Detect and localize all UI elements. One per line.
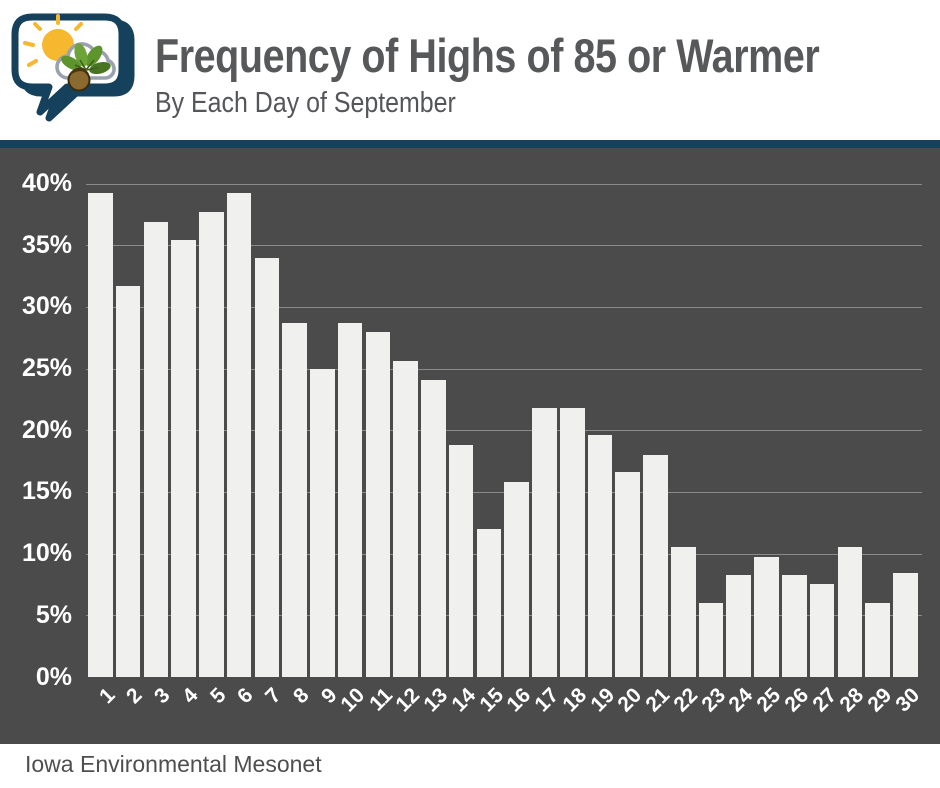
gridline-40%	[86, 183, 922, 185]
x-tick-label-5: 5	[205, 683, 231, 709]
gridline-15%	[86, 491, 922, 493]
page-subtitle: By Each Day of September	[155, 87, 456, 119]
bar-day-30	[893, 573, 918, 677]
bar-day-23	[698, 602, 724, 677]
leaf-icon	[61, 43, 111, 75]
bar-day-5	[199, 211, 224, 677]
sun-icon	[23, 14, 83, 67]
x-tick-label-8: 8	[288, 683, 314, 709]
bar-day-18	[559, 408, 585, 677]
bar-day-9	[310, 368, 335, 677]
source-attribution: Iowa Environmental Mesonet	[25, 751, 322, 777]
x-tick-label-7: 7	[261, 683, 286, 709]
bar-day-29	[865, 602, 890, 677]
bar-day-20	[615, 472, 641, 677]
page-title: Frequency of Highs of 85 or Warmer	[155, 29, 820, 82]
iem-logo	[11, 13, 135, 122]
y-tick-label-40%: 40%	[21, 169, 72, 198]
y-tick-label-0%: 0%	[35, 662, 72, 691]
bar-day-1	[88, 193, 113, 677]
bar-day-21	[643, 454, 668, 677]
x-tick-label-10: 10	[336, 683, 369, 717]
bar-day-8	[282, 322, 307, 677]
x-tick-label-4: 4	[177, 683, 203, 709]
gridline-30%	[86, 306, 922, 308]
bar-day-25	[754, 557, 779, 677]
bar-day-24	[726, 574, 752, 677]
bar-day-14	[448, 445, 474, 677]
gridline-20%	[86, 430, 922, 432]
acorn-icon	[67, 67, 91, 92]
gridline-10%	[86, 553, 922, 555]
bar-day-28	[837, 547, 863, 677]
y-tick-label-5%: 5%	[35, 600, 72, 629]
gridline-25%	[86, 368, 922, 370]
y-tick-label-20%: 20%	[21, 415, 72, 444]
title-block: Frequency of Highs of 85 or Warmer By Ea…	[155, 28, 935, 120]
bar-day-13	[421, 379, 446, 677]
y-tick-label-30%: 30%	[21, 292, 72, 321]
x-tick-label-1: 1	[94, 683, 120, 709]
bar-day-16	[504, 482, 529, 677]
bar-day-6	[226, 193, 252, 677]
x-tick-label-9: 9	[316, 683, 342, 709]
gridline-5%	[86, 615, 922, 617]
bar-day-12	[393, 361, 418, 677]
bar-day-3	[143, 221, 169, 677]
bar-day-26	[782, 574, 807, 677]
footer: Iowa Environmental Mesonet	[0, 744, 940, 788]
header: Frequency of Highs of 85 or Warmer By Ea…	[0, 0, 940, 140]
x-tick-label-3: 3	[150, 683, 175, 709]
bar-chart: 0% 5% 10% 15% 20% 25% 30% 35% 40% 1 2 3 4 5 6 7 8 9 10 11 12…	[0, 148, 940, 744]
bar-day-7	[254, 257, 280, 677]
y-tick-label-35%: 35%	[21, 230, 72, 259]
gridline-35%	[86, 245, 922, 247]
bar-day-19	[587, 435, 613, 677]
bar-day-11	[365, 331, 391, 677]
bar-day-10	[337, 322, 363, 677]
bar-day-22	[670, 547, 696, 677]
y-tick-label-10%: 10%	[21, 539, 72, 568]
y-tick-label-15%: 15%	[21, 477, 72, 506]
y-tick-label-25%: 25%	[21, 354, 72, 383]
bar-day-17	[532, 408, 557, 677]
x-tick-label-2: 2	[122, 683, 147, 709]
bar-day-27	[809, 584, 835, 677]
bar-day-2	[115, 285, 141, 677]
bar-day-4	[171, 240, 196, 677]
header-divider	[0, 140, 940, 148]
x-tick-label-6: 6	[233, 683, 258, 709]
bar-day-15	[476, 528, 502, 677]
x-tick-label-30: 30	[891, 683, 925, 717]
